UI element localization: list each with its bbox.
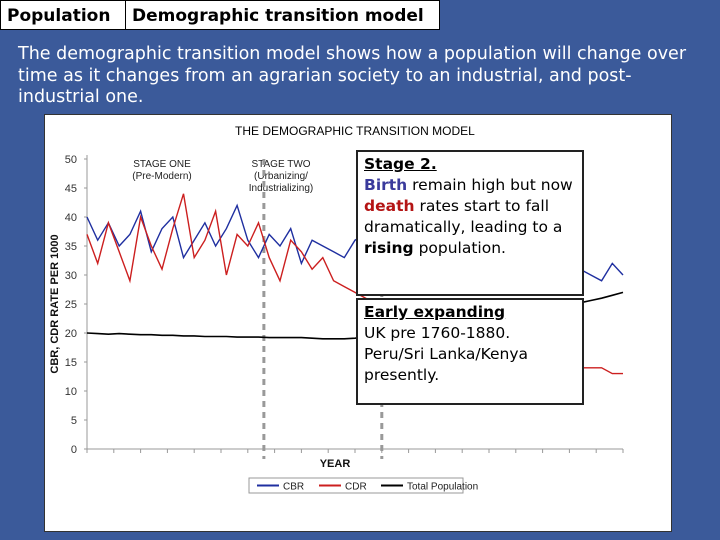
y-tick-label: 0 (71, 444, 77, 456)
stage-callout-body: Birth remain high but now death rates st… (364, 175, 576, 259)
y-tick-label: 10 (65, 386, 77, 398)
intro-text: The demographic transition model shows h… (18, 44, 687, 107)
chart-title: THE DEMOGRAPHIC TRANSITION MODEL (235, 124, 475, 138)
x-axis-label: YEAR (320, 458, 351, 470)
stage-one-label: STAGE ONE (Pre-Modern) (117, 159, 207, 183)
example-line-1: UK pre 1760-1880. (364, 324, 511, 342)
stage-text-3: population. (413, 239, 506, 257)
stage-text-2: rates start to fall dramatically, leadin… (364, 197, 563, 236)
stage-text-1: remain high but now (407, 176, 573, 194)
y-tick-label: 15 (65, 357, 77, 369)
stage-two-sub: (Urbanizing/ Industrializing) (248, 171, 314, 194)
y-tick-label: 35 (65, 241, 77, 253)
stage-one-sub: (Pre-Modern) (132, 171, 192, 182)
stage-two-label: STAGE TWO (Urbanizing/ Industrializing) (241, 159, 321, 195)
y-tick-label: 45 (65, 183, 77, 195)
rising-word: rising (364, 239, 414, 257)
example-callout-heading: Early expanding (364, 303, 506, 321)
y-axis-label: CBR, CDR RATE PER 1000 (49, 234, 61, 373)
y-tick-label: 5 (71, 415, 77, 427)
y-tick-label: 30 (65, 270, 77, 282)
example-line-2: Peru/Sri Lanka/Kenya presently. (364, 345, 528, 384)
example-callout: Early expanding UK pre 1760-1880. Peru/S… (356, 298, 584, 405)
tab-bar: Population Demographic transition model (0, 0, 440, 30)
stage-two-name: STAGE TWO (251, 159, 311, 170)
tab-demographic-transition-model[interactable]: Demographic transition model (126, 0, 440, 30)
chart-panel: THE DEMOGRAPHIC TRANSITION MODEL STAGE O… (44, 114, 672, 532)
legend-label: CBR (283, 482, 304, 493)
legend-label: Total Population (407, 482, 478, 493)
y-tick-label: 25 (65, 299, 77, 311)
death-word: death (364, 197, 415, 215)
legend-label: CDR (345, 482, 367, 493)
y-tick-label: 40 (65, 212, 77, 224)
tab-population[interactable]: Population (0, 0, 126, 30)
legend-box (248, 477, 464, 494)
stage-callout-heading: Stage 2. (364, 155, 437, 173)
stage-callout: Stage 2. Birth remain high but now death… (356, 150, 584, 296)
y-tick-label: 50 (65, 154, 77, 166)
birth-word: Birth (364, 176, 408, 194)
stage-one-name: STAGE ONE (133, 159, 191, 170)
y-tick-label: 20 (65, 328, 77, 340)
